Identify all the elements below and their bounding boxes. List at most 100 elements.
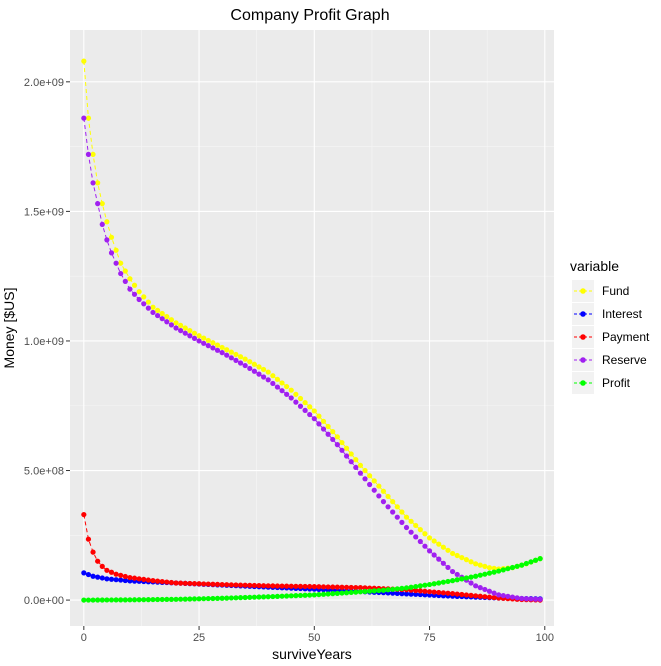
data-point	[104, 576, 110, 582]
plot-panel	[70, 30, 554, 626]
data-point	[334, 442, 340, 448]
data-point	[399, 585, 405, 591]
data-point	[168, 322, 175, 328]
data-point	[284, 583, 290, 589]
data-point	[436, 556, 442, 562]
data-point	[514, 563, 520, 569]
data-point	[279, 583, 285, 589]
data-point	[528, 559, 534, 565]
data-point	[399, 591, 405, 597]
data-point	[85, 151, 92, 157]
data-point	[247, 365, 253, 372]
data-point	[159, 310, 165, 317]
data-point	[311, 592, 317, 598]
data-point	[459, 576, 465, 582]
data-point	[242, 356, 248, 362]
data-point	[113, 260, 119, 266]
data-point	[394, 504, 400, 510]
data-point	[99, 201, 105, 207]
data-point	[90, 549, 96, 555]
data-point	[413, 587, 419, 594]
data-point	[242, 582, 248, 588]
data-point	[353, 464, 359, 471]
data-point	[191, 335, 198, 341]
data-point	[431, 552, 437, 558]
data-point	[108, 597, 115, 603]
x-tick-label: 50	[308, 632, 320, 644]
data-point	[330, 429, 336, 435]
data-point	[279, 388, 285, 394]
data-point	[394, 514, 400, 520]
data-point	[449, 578, 456, 584]
data-point	[532, 557, 539, 563]
data-point	[482, 586, 488, 593]
data-point	[468, 559, 474, 565]
data-point	[210, 340, 216, 346]
data-point	[316, 421, 322, 427]
data-point	[343, 584, 350, 590]
data-point	[159, 596, 165, 603]
data-point	[293, 593, 299, 599]
data-point	[348, 451, 354, 457]
data-point	[219, 344, 225, 351]
data-point	[233, 351, 239, 358]
data-point	[90, 151, 96, 157]
data-point	[237, 582, 244, 588]
data-point	[343, 445, 350, 451]
data-point	[214, 342, 221, 348]
data-point	[348, 584, 354, 591]
data-point	[449, 591, 456, 597]
data-point	[118, 577, 124, 583]
series-layer	[81, 58, 543, 603]
data-point	[191, 596, 198, 602]
data-point	[436, 541, 442, 547]
data-point	[233, 357, 239, 363]
data-point	[122, 577, 128, 584]
data-point	[482, 563, 488, 570]
data-point	[537, 596, 543, 602]
data-point	[108, 576, 115, 582]
data-point	[440, 579, 446, 585]
data-point	[371, 487, 377, 493]
data-point	[307, 583, 313, 590]
data-point	[219, 350, 225, 356]
data-point	[90, 597, 96, 603]
data-point	[154, 312, 161, 319]
data-point	[293, 399, 299, 405]
data-point	[385, 587, 391, 593]
data-point	[196, 338, 202, 344]
data-point	[284, 391, 290, 397]
data-point	[482, 571, 488, 577]
data-point	[343, 453, 350, 459]
data-point	[486, 565, 493, 571]
data-point	[247, 359, 253, 365]
data-point	[113, 597, 119, 603]
legend-label: Reserve	[602, 353, 647, 367]
data-point	[486, 588, 493, 594]
data-point	[348, 589, 354, 596]
data-point	[284, 383, 290, 390]
x-tick-label: 100	[536, 632, 554, 644]
data-point	[482, 594, 488, 600]
data-point	[473, 593, 479, 599]
data-point	[353, 584, 359, 591]
data-point	[288, 593, 294, 599]
data-point	[385, 504, 391, 510]
y-tick-label: 2.0e+09	[24, 77, 64, 89]
data-point	[242, 594, 248, 601]
data-point	[445, 578, 451, 585]
data-point	[214, 347, 221, 353]
data-point	[224, 595, 230, 601]
data-point	[367, 481, 373, 488]
data-point	[214, 595, 221, 601]
data-point	[95, 180, 101, 186]
data-point	[168, 596, 175, 602]
legend-marker	[580, 288, 586, 294]
data-point	[445, 547, 451, 553]
data-point	[95, 201, 101, 207]
data-point	[491, 590, 497, 596]
data-point	[431, 538, 437, 544]
data-point	[288, 583, 294, 589]
data-point	[500, 567, 506, 573]
data-point	[413, 534, 419, 540]
